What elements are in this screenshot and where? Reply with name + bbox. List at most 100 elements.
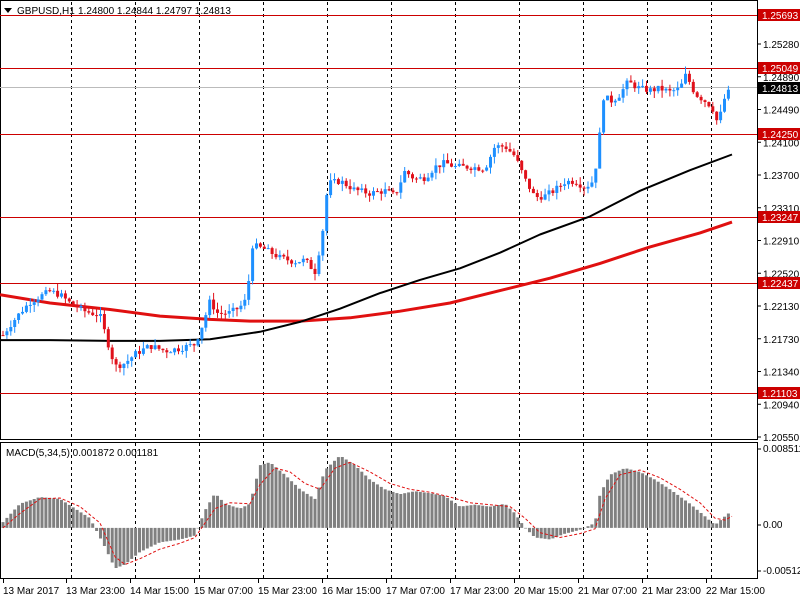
bearish-candle	[687, 70, 691, 85]
level-badge	[758, 128, 800, 140]
candle-body	[496, 145, 500, 148]
candle-body	[395, 192, 399, 194]
bullish-candle	[28, 298, 32, 313]
bullish-candle	[317, 251, 321, 277]
candle-body	[180, 350, 184, 352]
candle-body	[138, 351, 141, 354]
bullish-candle	[301, 255, 305, 267]
macd-histogram-bar	[134, 527, 138, 556]
candle-body	[52, 290, 56, 292]
bullish-candle	[24, 302, 28, 314]
candle-body	[83, 306, 87, 312]
price-tick-label: 1.24890	[763, 73, 800, 84]
candle-body	[633, 82, 637, 89]
bullish-candle	[278, 250, 282, 261]
candle-body	[251, 248, 255, 281]
candle-body	[469, 168, 473, 170]
candle-body	[516, 155, 520, 161]
bullish-candle	[672, 88, 676, 97]
macd-histogram-bar	[32, 499, 36, 528]
candle-body	[555, 185, 559, 193]
bullish-candle	[184, 342, 188, 358]
bullish-candle	[321, 229, 325, 261]
bearish-candle	[91, 307, 95, 316]
macd-histogram-bar	[360, 471, 364, 528]
candle-body	[438, 165, 442, 168]
candle-body	[340, 180, 344, 184]
macd-histogram-bar	[44, 497, 48, 528]
bearish-candle	[305, 258, 309, 263]
price-axis-labels: 1.25280 1.24890 1.24490 1.24100 1.23700 1.233…	[757, 40, 800, 444]
bullish-candle	[399, 175, 403, 199]
candle-body	[574, 183, 578, 185]
bullish-candle	[13, 317, 17, 333]
macd-histogram-bar	[258, 465, 262, 528]
candle-body	[691, 81, 695, 93]
candle-body	[434, 165, 438, 173]
candle-body	[528, 178, 531, 189]
candle-body	[372, 191, 375, 196]
macd-histogram-bar	[695, 509, 699, 528]
macd-histogram-bar	[465, 505, 469, 528]
bullish-candle	[134, 349, 138, 358]
price-tick-label: 1.25280	[763, 40, 800, 51]
macd-histogram-bar	[504, 504, 508, 528]
dropdown-triangle-icon[interactable]	[4, 8, 12, 13]
macd-histogram-bar	[138, 527, 141, 553]
macd-histogram-bar	[13, 509, 17, 528]
bullish-candle	[231, 303, 235, 318]
macd-histogram-bar	[652, 479, 656, 528]
bullish-candle	[60, 289, 63, 299]
bearish-candle	[282, 253, 286, 259]
candle-body	[200, 327, 204, 340]
candle-body	[1, 335, 5, 337]
macd-histogram-bar	[492, 505, 496, 528]
time-axis-label: 13 Mar 23:00	[66, 586, 125, 597]
macd-tick-label: -0.005125	[763, 566, 800, 577]
macd-histogram-bar	[656, 481, 660, 528]
macd-histogram-bar	[598, 495, 602, 528]
bearish-candle	[504, 142, 508, 153]
macd-histogram-bar	[395, 493, 399, 528]
macd-histogram-bar	[680, 497, 684, 528]
bearish-candle	[551, 188, 555, 196]
symbol-label[interactable]: GBPUSD,H1	[17, 6, 75, 17]
macd-histogram-bar	[216, 495, 219, 528]
time-axis-label: 22 Mar 15:00	[706, 586, 765, 597]
candle-body	[309, 260, 313, 269]
macd-histogram-bar	[255, 478, 258, 528]
candle-body	[648, 88, 652, 92]
candle-body	[5, 331, 9, 336]
bearish-candle	[461, 158, 465, 166]
macd-histogram-bar	[321, 476, 325, 528]
candle-body	[255, 243, 258, 249]
macd-histogram-bar	[625, 468, 629, 528]
macd-tick-label: 0.008511	[763, 444, 800, 455]
candle-body	[165, 350, 169, 353]
candle-body	[122, 363, 126, 368]
macd-histogram-bar	[161, 527, 165, 542]
macd-indicator	[1, 457, 733, 568]
bullish-candle	[360, 183, 364, 193]
bullish-candle	[457, 159, 461, 168]
macd-histogram-bar	[177, 527, 180, 540]
candle-body	[535, 193, 539, 197]
candle-body	[317, 255, 321, 274]
candle-body	[719, 111, 723, 121]
bearish-candle	[48, 287, 52, 293]
bearish-candle	[715, 111, 719, 125]
bullish-candle	[473, 163, 477, 177]
candle-body	[352, 187, 356, 190]
bullish-candle	[188, 339, 192, 347]
macd-histogram-bar	[508, 508, 512, 528]
macd-histogram-bar	[56, 498, 60, 528]
level-badges: 1.25693 1.25049 1.24250 1.23247 1.22437 1.211…	[758, 9, 800, 400]
candle-body	[582, 187, 586, 189]
bullish-candle	[590, 176, 594, 188]
macd-histogram-bar	[36, 497, 40, 528]
bearish-candle	[500, 143, 504, 153]
macd-histogram-bar	[333, 460, 336, 528]
candle-body	[110, 347, 114, 360]
